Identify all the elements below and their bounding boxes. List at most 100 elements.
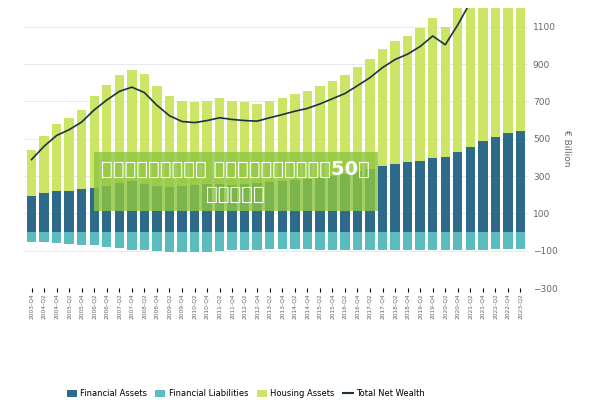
- Bar: [27, 196, 36, 232]
- Bar: [127, 70, 137, 181]
- Bar: [516, 131, 525, 232]
- Bar: [202, 232, 212, 252]
- Bar: [378, 49, 387, 166]
- Bar: [227, 184, 237, 232]
- Bar: [516, 232, 525, 249]
- Bar: [415, 160, 425, 232]
- Bar: [466, 232, 475, 250]
- Bar: [353, 67, 362, 171]
- Bar: [302, 179, 312, 232]
- Bar: [328, 232, 337, 250]
- Bar: [503, 134, 512, 232]
- Bar: [440, 27, 450, 157]
- Bar: [365, 169, 375, 232]
- Bar: [478, 232, 488, 250]
- Bar: [503, 0, 512, 134]
- Bar: [290, 232, 299, 249]
- Bar: [415, 232, 425, 250]
- Bar: [353, 232, 362, 250]
- Bar: [140, 74, 149, 184]
- Bar: [240, 184, 250, 232]
- Bar: [215, 232, 224, 252]
- Bar: [378, 166, 387, 232]
- Bar: [152, 232, 161, 252]
- Bar: [140, 184, 149, 232]
- Y-axis label: € Billion: € Billion: [563, 130, 571, 166]
- Bar: [253, 184, 262, 232]
- Bar: [315, 178, 325, 232]
- Bar: [227, 101, 237, 184]
- Bar: [491, 137, 500, 232]
- Bar: [215, 98, 224, 184]
- Bar: [140, 232, 149, 250]
- Bar: [177, 232, 187, 252]
- Bar: [202, 184, 212, 232]
- Bar: [353, 171, 362, 232]
- Bar: [278, 98, 287, 181]
- Bar: [440, 232, 450, 250]
- Bar: [89, 232, 99, 246]
- Bar: [52, 191, 61, 232]
- Bar: [52, 124, 61, 191]
- Bar: [77, 232, 86, 244]
- Bar: [403, 232, 412, 250]
- Bar: [27, 232, 36, 242]
- Bar: [240, 102, 250, 184]
- Bar: [77, 110, 86, 190]
- Bar: [328, 81, 337, 176]
- Bar: [190, 232, 199, 252]
- Bar: [415, 28, 425, 160]
- Bar: [403, 36, 412, 162]
- Bar: [290, 180, 299, 232]
- Bar: [315, 86, 325, 178]
- Bar: [177, 101, 187, 186]
- Bar: [315, 232, 325, 250]
- Bar: [516, 0, 525, 131]
- Bar: [466, 0, 475, 146]
- Bar: [491, 0, 500, 137]
- Bar: [89, 188, 99, 232]
- Bar: [491, 232, 500, 249]
- Bar: [202, 100, 212, 184]
- Bar: [77, 190, 86, 232]
- Bar: [127, 181, 137, 232]
- Bar: [302, 232, 312, 249]
- Bar: [64, 190, 74, 232]
- Bar: [278, 232, 287, 249]
- Bar: [428, 18, 437, 158]
- Bar: [253, 232, 262, 250]
- Bar: [428, 232, 437, 250]
- Bar: [453, 152, 463, 232]
- Bar: [278, 181, 287, 232]
- Bar: [227, 232, 237, 250]
- Bar: [102, 186, 112, 232]
- Bar: [177, 186, 187, 232]
- Bar: [127, 232, 137, 250]
- Bar: [478, 141, 488, 232]
- Bar: [391, 232, 400, 250]
- Bar: [190, 102, 199, 185]
- Bar: [64, 232, 74, 244]
- Bar: [428, 158, 437, 232]
- Bar: [453, 7, 463, 152]
- Bar: [27, 150, 36, 196]
- Text: 股票配资的基础知识 这家平价社区超市上新50余
款肉类生鲜: 股票配资的基础知识 这家平价社区超市上新50余 款肉类生鲜: [101, 160, 370, 204]
- Bar: [478, 0, 488, 141]
- Bar: [52, 232, 61, 243]
- Bar: [340, 174, 350, 232]
- Bar: [453, 232, 463, 250]
- Bar: [40, 136, 49, 193]
- Bar: [165, 96, 174, 187]
- Bar: [215, 184, 224, 232]
- Bar: [290, 94, 299, 180]
- Bar: [440, 157, 450, 232]
- Bar: [152, 186, 161, 232]
- Bar: [253, 104, 262, 184]
- Bar: [152, 86, 161, 186]
- Bar: [265, 100, 274, 182]
- Bar: [466, 146, 475, 232]
- Bar: [365, 59, 375, 169]
- Bar: [265, 182, 274, 232]
- Bar: [165, 187, 174, 232]
- Legend: Financial Assets, Financial Liabilities, Housing Assets, Total Net Wealth: Financial Assets, Financial Liabilities,…: [64, 386, 428, 400]
